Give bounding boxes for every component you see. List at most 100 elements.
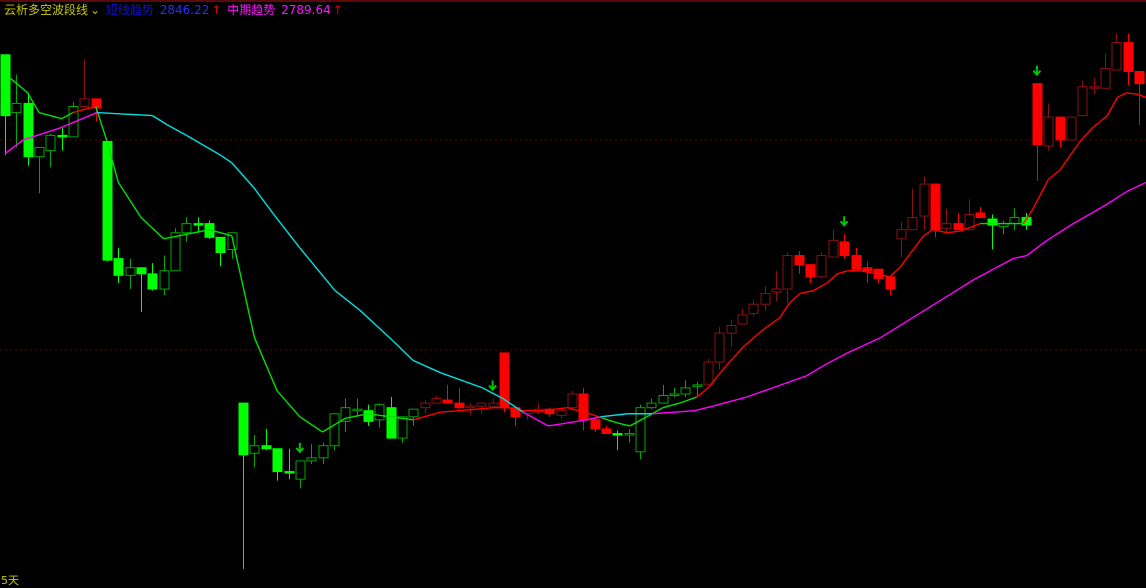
short-trend-line-segment [208, 229, 232, 237]
signal-down-arrow-icon [295, 442, 305, 454]
short-trend-line-segment [722, 346, 744, 371]
candle-down [272, 448, 283, 473]
short-trend-line-segment [1137, 93, 1146, 99]
short-trend-value: 2846.22 [159, 3, 210, 17]
mid-trend-line-segment [152, 115, 168, 126]
candle-up [1111, 42, 1122, 71]
short-trend-line-segment [876, 273, 890, 278]
candle-up [567, 393, 578, 409]
mid-trend-line-segment [231, 162, 254, 188]
candle-down [0, 54, 11, 117]
candle-down [102, 140, 113, 261]
short-trend-line-segment [140, 217, 165, 240]
short-trend-line-segment [163, 233, 187, 240]
candle-up [420, 402, 431, 409]
candle-up [159, 270, 170, 290]
short-trend-line-segment [117, 182, 142, 218]
mid-trend-line-segment [22, 127, 61, 141]
candle-down [238, 402, 249, 456]
short-trend-line-segment [567, 406, 591, 415]
short-trend-line-segment [617, 422, 630, 427]
short-trend-line-segment [476, 406, 493, 410]
candle-down [862, 267, 873, 272]
candle-up [431, 398, 442, 404]
candle-up [374, 404, 385, 421]
candle-down [578, 393, 589, 421]
mid-trend-line-segment [522, 411, 549, 427]
short-trend-line-segment [367, 413, 391, 418]
mid-trend-line-segment [252, 186, 274, 214]
short-trend-line-segment [1092, 115, 1108, 129]
candle-down [23, 102, 34, 158]
signal-down-arrow-icon [839, 216, 849, 227]
short-trend-line-segment [322, 417, 346, 433]
candle-up [79, 98, 90, 107]
candle-up [397, 416, 408, 439]
candle-up [737, 314, 748, 325]
candle-down [113, 258, 124, 276]
mid-trend-label: 中期趋势 [227, 3, 276, 17]
mid-trend-line-segment [482, 387, 504, 400]
mid-trend-line-segment [694, 405, 713, 412]
mid-trend-line-segment [299, 247, 336, 291]
candle-down [1055, 116, 1066, 141]
short-trend-line-segment [9, 77, 29, 94]
candle-down [261, 445, 272, 450]
candle-down [193, 223, 204, 226]
indicator-header: 云析多空波段线 ⌄ 短线趋势 2846.22 ↑ 中期趋势 2789.64 ↑ [4, 3, 345, 17]
candle-up [1100, 67, 1111, 89]
candle-up [170, 232, 181, 272]
candle-up [919, 183, 930, 217]
short-trend-line-segment [1117, 92, 1127, 98]
candle-up [726, 325, 737, 334]
candle-down [386, 407, 397, 439]
short-trend-line-segment [899, 235, 925, 269]
mid-trend-up-arrow-icon: ↑ [332, 3, 343, 17]
candle-up [249, 445, 260, 454]
candle-down [794, 255, 805, 266]
short-trend-line-segment [742, 329, 763, 348]
mid-trend-line-segment [4, 139, 24, 155]
candle-down [885, 276, 896, 290]
short-trend-line-segment [458, 408, 477, 412]
candle-down [839, 241, 850, 257]
mid-trend-line-segment [600, 413, 628, 418]
short-trend-line-segment [1079, 127, 1094, 142]
candle-up [828, 239, 839, 258]
candle-up [658, 395, 669, 404]
mid-trend-line-segment [847, 337, 881, 354]
candle-up [816, 255, 827, 278]
candle-up [1089, 86, 1100, 89]
candle-up [714, 332, 725, 363]
candle-down [1021, 217, 1032, 226]
mid-trend-line-segment [1102, 191, 1127, 208]
short-trend-line-segment [1059, 141, 1081, 171]
short-trend-line-segment [696, 387, 709, 398]
mid-trend-line-segment [548, 422, 568, 427]
short-trend-line-segment [345, 413, 369, 420]
candle-up [556, 410, 567, 416]
candle-up [45, 134, 56, 152]
candle-up [1066, 116, 1077, 141]
short-trend-line-segment [1022, 209, 1033, 224]
mid-trend-line-segment [880, 299, 943, 339]
candle-up [1043, 116, 1054, 147]
candle-down [1134, 70, 1145, 85]
short-trend-line-segment [276, 390, 301, 418]
short-trend-line-segment [413, 411, 441, 421]
chevron-down-icon[interactable]: ⌄ [90, 3, 101, 17]
short-trend-line-segment [859, 270, 878, 275]
mid-trend-line-segment [746, 387, 773, 398]
candle-up [907, 217, 918, 231]
short-trend-line-segment [390, 416, 414, 421]
short-trend-line-segment [799, 289, 814, 295]
candle-down [590, 419, 601, 430]
indicator-name[interactable]: 云析多空波段线 [4, 3, 89, 17]
top-border [0, 0, 1146, 2]
candle-up [782, 255, 793, 290]
mid-trend-line-segment [220, 154, 233, 164]
candle-down [363, 410, 374, 422]
mid-trend-line-segment [1046, 223, 1074, 241]
candle-down [147, 273, 158, 290]
